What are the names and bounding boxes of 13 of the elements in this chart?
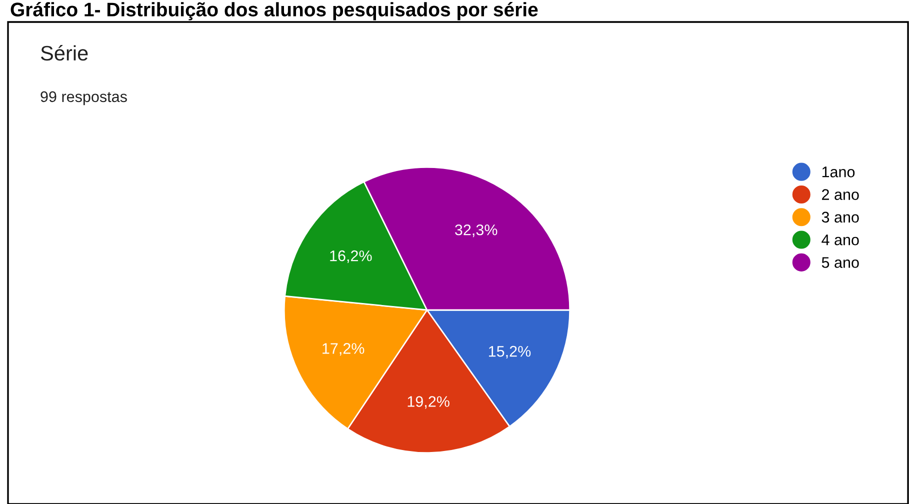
text: Série (40, 45, 88, 61)
data-label: 17,2% (322, 343, 364, 356)
legend-label: 1ano (822, 166, 855, 178)
data-label: 19,2% (408, 396, 450, 409)
data-label: 16,2% (330, 250, 372, 264)
text: 99 respostas (40, 91, 127, 106)
data-label: 15,2% (488, 346, 531, 359)
legend-label: 5 ano (822, 257, 859, 268)
text: Gráfico 1- Distribuição dos alunos pesquisados por série (10, 2, 538, 20)
legend-label: 2 ano (822, 189, 859, 200)
legend-label: 4 ano (822, 234, 859, 246)
data-label: 32,3% (455, 224, 498, 238)
legend-label: 3 ano (822, 212, 859, 223)
